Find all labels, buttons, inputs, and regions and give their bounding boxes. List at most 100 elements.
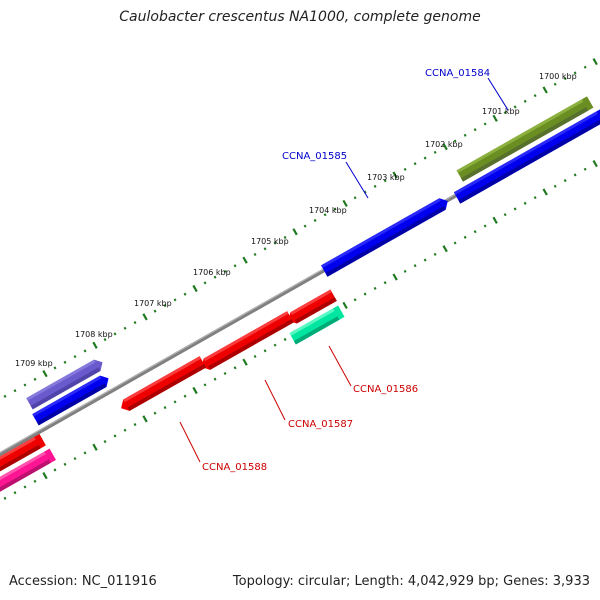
minor-tick (323, 213, 327, 217)
minor-tick (283, 235, 287, 239)
minor-tick (573, 71, 577, 75)
minor-tick (333, 207, 337, 211)
kbp-label: 1707 kbp (134, 299, 172, 308)
minor-tick (173, 400, 177, 404)
minor-tick (433, 150, 437, 154)
major-tick (492, 114, 498, 122)
kbp-label: 1700 kbp (539, 72, 577, 81)
major-tick (292, 228, 298, 236)
minor-tick (63, 360, 67, 364)
minor-tick (23, 383, 27, 387)
kbp-label: 1703 kbp (367, 173, 405, 182)
feature-ccna-01584-blue[interactable] (453, 108, 600, 204)
minor-tick (533, 196, 537, 200)
major-tick (492, 216, 498, 224)
minor-tick (423, 156, 427, 160)
minor-tick (463, 133, 467, 137)
minor-tick (563, 77, 567, 81)
feature-ccna-01588[interactable] (118, 356, 207, 414)
minor-tick (523, 201, 527, 205)
minor-tick (223, 269, 227, 274)
label-layer: 1700 kbp 1701 kbp 1702 kbp 1703 kbp 1704 kbp… (15, 72, 577, 368)
minor-tick (403, 167, 407, 171)
minor-tick (33, 377, 37, 381)
minor-tick (423, 258, 427, 262)
kbp-label: 1705 kbp (251, 237, 289, 246)
tick-layer (3, 57, 598, 500)
minor-tick (133, 423, 137, 427)
feature-layer (0, 96, 600, 500)
feature-ccna-01585[interactable] (321, 195, 451, 277)
minor-tick (463, 235, 467, 239)
feature-ccna-01586-green[interactable] (289, 305, 345, 345)
minor-tick (113, 434, 117, 438)
feature-ccna-01584-olive[interactable] (456, 96, 594, 182)
minor-tick (273, 343, 277, 347)
feature-left-red[interactable] (0, 434, 46, 478)
minor-tick (123, 326, 127, 330)
minor-tick (473, 230, 477, 234)
minor-tick (153, 309, 157, 313)
feature-ccna-01586-red[interactable] (285, 289, 337, 327)
major-tick (42, 472, 48, 480)
major-tick (392, 171, 398, 179)
gene-label-ccna-01587[interactable]: CCNA_01587 (288, 419, 353, 430)
gene-label-ccna-01584[interactable]: CCNA_01584 (425, 68, 490, 79)
accession-text: Accession: NC_011916 (9, 574, 157, 589)
major-tick (392, 273, 398, 281)
minor-tick (433, 252, 437, 256)
minor-tick (163, 406, 167, 410)
kbp-label: 1702 kbp (425, 140, 463, 149)
minor-tick (253, 252, 257, 257)
minor-tick (3, 496, 7, 500)
minor-tick (583, 65, 587, 69)
minor-tick (233, 366, 237, 370)
feature-left-blue[interactable] (32, 373, 111, 426)
minor-tick (483, 122, 487, 126)
minor-tick (273, 241, 277, 245)
minor-tick (473, 128, 477, 132)
kbp-label: 1704 kbp (309, 206, 347, 215)
kbp-label: 1708 kbp (75, 330, 113, 339)
minor-tick (513, 105, 517, 109)
major-tick (142, 415, 148, 423)
major-tick (242, 358, 248, 366)
minor-tick (453, 139, 457, 143)
minor-tick (123, 428, 127, 432)
map-title: Caulobacter crescentus NA1000, complete … (119, 9, 481, 25)
minor-tick (383, 179, 387, 183)
minor-tick (363, 292, 367, 296)
outer-tick-track (3, 57, 598, 398)
minor-tick (513, 207, 517, 211)
minor-tick (13, 491, 17, 495)
feature-left-purple[interactable] (26, 357, 105, 410)
minor-tick (373, 286, 377, 290)
major-tick (92, 443, 98, 451)
minor-tick (553, 184, 557, 188)
feature-ccna-01587[interactable] (198, 311, 294, 373)
feature-left-pink[interactable] (0, 448, 56, 500)
genome-summary-text: Topology: circular; Length: 4,042,929 bp… (232, 574, 590, 589)
major-tick (592, 159, 598, 168)
minor-tick (113, 332, 117, 336)
callout-line-ccna-01587 (264, 379, 286, 421)
major-tick (592, 57, 598, 66)
callout-lines (179, 77, 509, 463)
gene-label-ccna-01585[interactable]: CCNA_01585 (282, 151, 347, 162)
minor-tick (13, 389, 17, 393)
minor-tick (183, 394, 187, 398)
minor-tick (133, 321, 137, 325)
gene-label-ccna-01588[interactable]: CCNA_01588 (202, 462, 267, 473)
minor-tick (263, 349, 267, 353)
minor-tick (353, 196, 357, 200)
minor-tick (83, 451, 87, 455)
minor-tick (33, 479, 37, 483)
minor-tick (223, 371, 227, 376)
callout-line-ccna-01588 (179, 421, 201, 463)
minor-tick (553, 82, 557, 86)
minor-tick (3, 394, 7, 398)
gene-label-ccna-01586[interactable]: CCNA_01586 (353, 384, 418, 395)
minor-tick (583, 167, 587, 171)
kbp-label: 1709 kbp (15, 359, 53, 368)
